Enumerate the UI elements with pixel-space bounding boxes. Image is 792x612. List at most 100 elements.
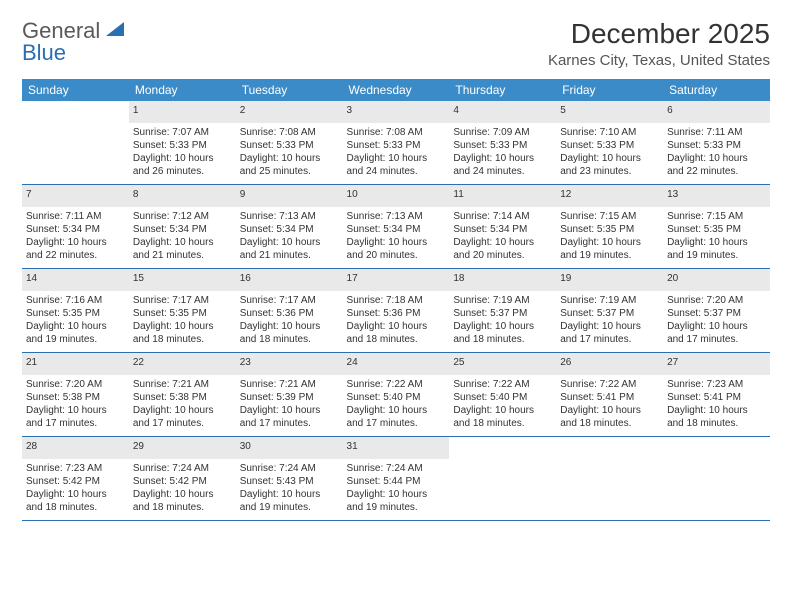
sunset-text: Sunset: 5:33 PM: [667, 139, 766, 152]
day-cell: Sunrise: 7:20 AMSunset: 5:38 PMDaylight:…: [22, 375, 129, 437]
sunrise-text: Sunrise: 7:13 AM: [240, 210, 339, 223]
header: General December 2025 Karnes City, Texas…: [22, 18, 770, 69]
day-number: 29: [129, 437, 236, 460]
day-number: 7: [22, 185, 129, 208]
weekday-header: Thursday: [449, 79, 556, 101]
day-number: 30: [236, 437, 343, 460]
day-cell: Sunrise: 7:08 AMSunset: 5:33 PMDaylight:…: [236, 123, 343, 185]
sunset-text: Sunset: 5:37 PM: [667, 307, 766, 320]
sunset-text: Sunset: 5:37 PM: [560, 307, 659, 320]
sunset-text: Sunset: 5:34 PM: [26, 223, 125, 236]
day-cell: Sunrise: 7:12 AMSunset: 5:34 PMDaylight:…: [129, 207, 236, 269]
day-cell: Sunrise: 7:10 AMSunset: 5:33 PMDaylight:…: [556, 123, 663, 185]
day-cell: Sunrise: 7:24 AMSunset: 5:43 PMDaylight:…: [236, 459, 343, 521]
sunrise-text: Sunrise: 7:23 AM: [667, 378, 766, 391]
daylight-text: Daylight: 10 hours and 21 minutes.: [133, 236, 232, 262]
logo-text-blue: Blue: [22, 40, 66, 66]
day-cell: Sunrise: 7:22 AMSunset: 5:41 PMDaylight:…: [556, 375, 663, 437]
day-number: 26: [556, 353, 663, 376]
weekday-header: Wednesday: [343, 79, 450, 101]
sunset-text: Sunset: 5:40 PM: [347, 391, 446, 404]
sunset-text: Sunset: 5:34 PM: [347, 223, 446, 236]
day-cell: Sunrise: 7:22 AMSunset: 5:40 PMDaylight:…: [449, 375, 556, 437]
daylight-text: Daylight: 10 hours and 21 minutes.: [240, 236, 339, 262]
daylight-text: Daylight: 10 hours and 18 minutes.: [453, 404, 552, 430]
day-number: 9: [236, 185, 343, 208]
daylight-text: Daylight: 10 hours and 24 minutes.: [453, 152, 552, 178]
day-number: 24: [343, 353, 450, 376]
day-number-row: 14151617181920: [22, 269, 770, 292]
day-content-row: Sunrise: 7:11 AMSunset: 5:34 PMDaylight:…: [22, 207, 770, 269]
day-cell: Sunrise: 7:15 AMSunset: 5:35 PMDaylight:…: [663, 207, 770, 269]
daylight-text: Daylight: 10 hours and 19 minutes.: [240, 488, 339, 514]
daylight-text: Daylight: 10 hours and 20 minutes.: [453, 236, 552, 262]
day-number: 15: [129, 269, 236, 292]
day-cell: Sunrise: 7:13 AMSunset: 5:34 PMDaylight:…: [236, 207, 343, 269]
sunrise-text: Sunrise: 7:21 AM: [240, 378, 339, 391]
day-cell: Sunrise: 7:22 AMSunset: 5:40 PMDaylight:…: [343, 375, 450, 437]
sunrise-text: Sunrise: 7:09 AM: [453, 126, 552, 139]
sunrise-text: Sunrise: 7:23 AM: [26, 462, 125, 475]
sunrise-text: Sunrise: 7:24 AM: [133, 462, 232, 475]
daylight-text: Daylight: 10 hours and 24 minutes.: [347, 152, 446, 178]
location: Karnes City, Texas, United States: [548, 52, 770, 69]
sunset-text: Sunset: 5:33 PM: [560, 139, 659, 152]
day-number: 5: [556, 101, 663, 123]
sunrise-text: Sunrise: 7:11 AM: [26, 210, 125, 223]
sunset-text: Sunset: 5:33 PM: [453, 139, 552, 152]
daylight-text: Daylight: 10 hours and 17 minutes.: [26, 404, 125, 430]
sunset-text: Sunset: 5:33 PM: [347, 139, 446, 152]
sunset-text: Sunset: 5:39 PM: [240, 391, 339, 404]
sunset-text: Sunset: 5:34 PM: [240, 223, 339, 236]
daylight-text: Daylight: 10 hours and 19 minutes.: [347, 488, 446, 514]
day-cell: Sunrise: 7:24 AMSunset: 5:42 PMDaylight:…: [129, 459, 236, 521]
daylight-text: Daylight: 10 hours and 20 minutes.: [347, 236, 446, 262]
day-number-row: 78910111213: [22, 185, 770, 208]
weekday-header: Tuesday: [236, 79, 343, 101]
day-cell: [449, 459, 556, 521]
day-number: 6: [663, 101, 770, 123]
sunset-text: Sunset: 5:33 PM: [133, 139, 232, 152]
day-number: [449, 437, 556, 460]
sunrise-text: Sunrise: 7:18 AM: [347, 294, 446, 307]
sunrise-text: Sunrise: 7:12 AM: [133, 210, 232, 223]
day-cell: Sunrise: 7:19 AMSunset: 5:37 PMDaylight:…: [449, 291, 556, 353]
sunrise-text: Sunrise: 7:24 AM: [347, 462, 446, 475]
day-number: 8: [129, 185, 236, 208]
day-number: 25: [449, 353, 556, 376]
sunrise-text: Sunrise: 7:07 AM: [133, 126, 232, 139]
day-number: 13: [663, 185, 770, 208]
sunset-text: Sunset: 5:36 PM: [347, 307, 446, 320]
calendar-header-row: SundayMondayTuesdayWednesdayThursdayFrid…: [22, 79, 770, 101]
calendar-table: SundayMondayTuesdayWednesdayThursdayFrid…: [22, 79, 770, 521]
sunset-text: Sunset: 5:35 PM: [560, 223, 659, 236]
sunset-text: Sunset: 5:41 PM: [560, 391, 659, 404]
day-number: 20: [663, 269, 770, 292]
day-cell: Sunrise: 7:15 AMSunset: 5:35 PMDaylight:…: [556, 207, 663, 269]
daylight-text: Daylight: 10 hours and 19 minutes.: [667, 236, 766, 262]
day-cell: Sunrise: 7:19 AMSunset: 5:37 PMDaylight:…: [556, 291, 663, 353]
day-content-row: Sunrise: 7:07 AMSunset: 5:33 PMDaylight:…: [22, 123, 770, 185]
day-number: 11: [449, 185, 556, 208]
day-content-row: Sunrise: 7:16 AMSunset: 5:35 PMDaylight:…: [22, 291, 770, 353]
sunset-text: Sunset: 5:42 PM: [133, 475, 232, 488]
day-cell: Sunrise: 7:24 AMSunset: 5:44 PMDaylight:…: [343, 459, 450, 521]
sunset-text: Sunset: 5:41 PM: [667, 391, 766, 404]
day-cell: Sunrise: 7:16 AMSunset: 5:35 PMDaylight:…: [22, 291, 129, 353]
daylight-text: Daylight: 10 hours and 17 minutes.: [560, 320, 659, 346]
day-number-row: 21222324252627: [22, 353, 770, 376]
day-cell: [663, 459, 770, 521]
sunrise-text: Sunrise: 7:19 AM: [560, 294, 659, 307]
sunrise-text: Sunrise: 7:22 AM: [347, 378, 446, 391]
day-number: 28: [22, 437, 129, 460]
day-cell: Sunrise: 7:18 AMSunset: 5:36 PMDaylight:…: [343, 291, 450, 353]
day-number: [22, 101, 129, 123]
sunset-text: Sunset: 5:33 PM: [240, 139, 339, 152]
day-number: 19: [556, 269, 663, 292]
day-cell: Sunrise: 7:23 AMSunset: 5:42 PMDaylight:…: [22, 459, 129, 521]
daylight-text: Daylight: 10 hours and 17 minutes.: [240, 404, 339, 430]
day-number: 3: [343, 101, 450, 123]
day-cell: Sunrise: 7:09 AMSunset: 5:33 PMDaylight:…: [449, 123, 556, 185]
day-cell: Sunrise: 7:11 AMSunset: 5:34 PMDaylight:…: [22, 207, 129, 269]
day-content-row: Sunrise: 7:20 AMSunset: 5:38 PMDaylight:…: [22, 375, 770, 437]
